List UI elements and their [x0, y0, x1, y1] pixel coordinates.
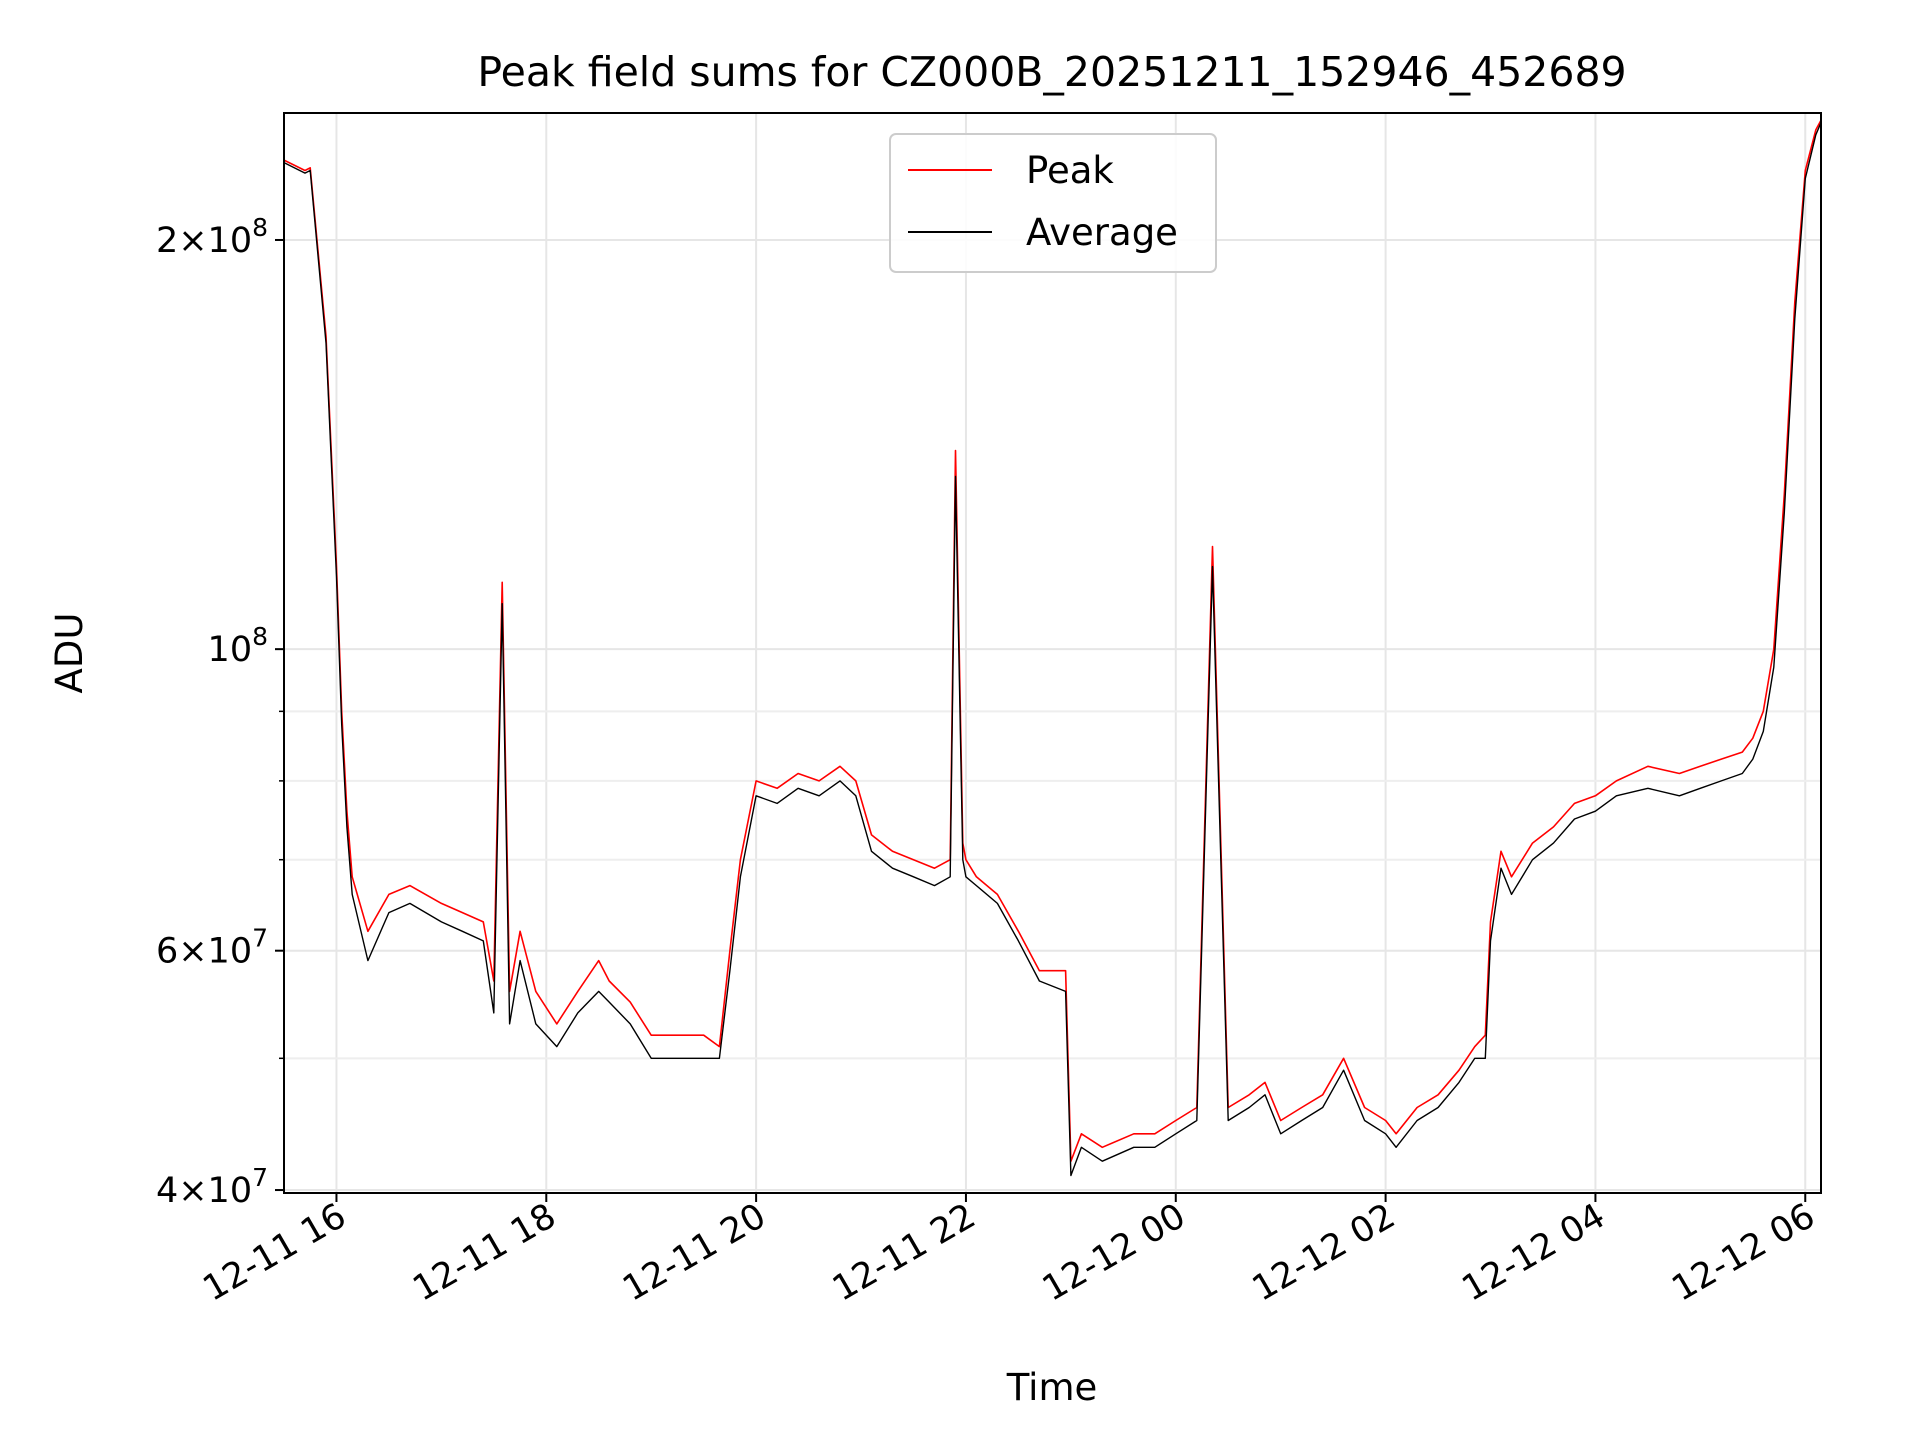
legend: Peak Average [889, 133, 1217, 273]
grid [284, 113, 1821, 1193]
y-tick-label: 2×108 [156, 213, 268, 261]
y-axis-label: ADU [48, 613, 91, 694]
chart-title: Peak field sums for CZ000B_20251211_1529… [477, 48, 1626, 96]
series-group [283, 119, 1822, 1177]
plot-frame [283, 112, 1822, 1194]
y-tick-label: 108 [208, 622, 268, 670]
legend-label-peak: Peak [1026, 149, 1114, 192]
legend-box [889, 133, 1217, 273]
x-axis-label: Time [1006, 1366, 1098, 1409]
y-tick-label: 4×107 [156, 1163, 268, 1211]
y-tick-label: 6×107 [156, 924, 268, 972]
legend-label-average: Average [1026, 211, 1178, 254]
series-line-average [283, 122, 1822, 1177]
